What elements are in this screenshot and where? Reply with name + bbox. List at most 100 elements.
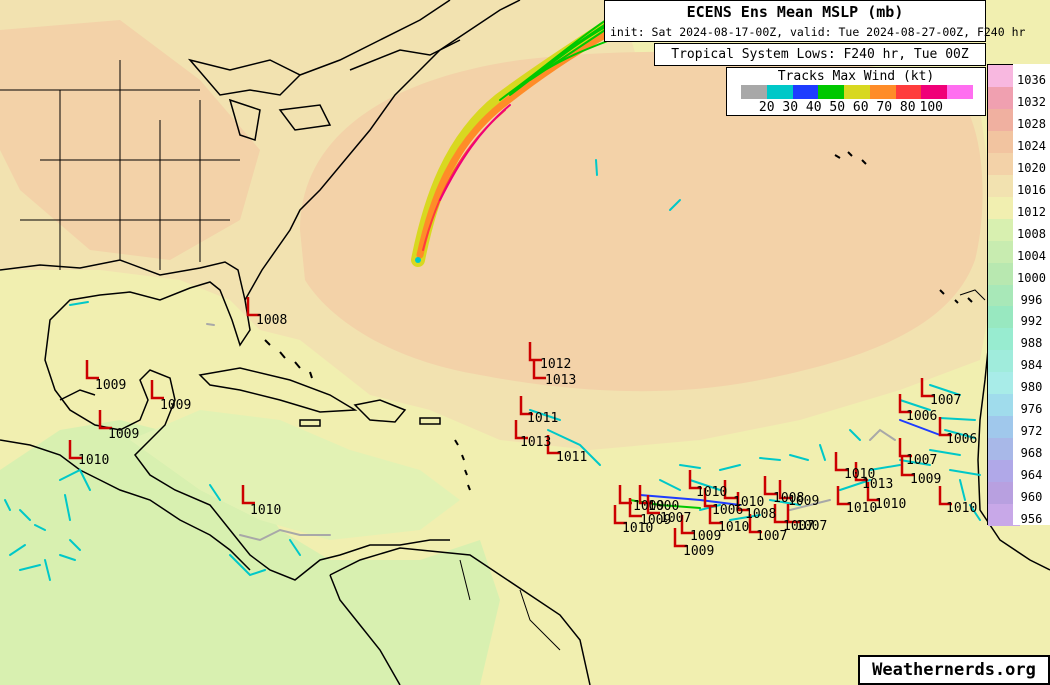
low-center-marker: [688, 470, 702, 490]
low-pressure-label: 1006: [946, 432, 977, 447]
land-1020-region: [0, 20, 260, 260]
pressure-swatch: [988, 218, 1020, 242]
pressure-scale-label: 1024: [1017, 138, 1046, 153]
low-pressure-label: 1010: [844, 467, 875, 482]
pressure-scale-label: 984: [1020, 358, 1043, 373]
low-center-marker: [723, 480, 737, 500]
low-center-marker: [98, 410, 112, 430]
low-center-marker: [938, 417, 952, 437]
wind-swatch: [895, 85, 922, 99]
low-pressure-label: 1007: [796, 519, 827, 534]
low-center-marker: [246, 297, 260, 317]
low-center-marker: [514, 420, 528, 440]
pressure-swatch: [988, 416, 1020, 439]
wind-tick-label: 20: [758, 100, 775, 115]
low-pressure-label: 1009: [160, 398, 191, 413]
wind-tick-label: 80: [899, 100, 916, 115]
low-center-marker: [532, 360, 546, 380]
low-pressure-label: 1008: [256, 313, 287, 328]
low-pressure-label: 1009: [910, 472, 941, 487]
low-center-marker: [708, 505, 722, 525]
low-center-marker: [854, 462, 868, 482]
pressure-swatch: [988, 460, 1020, 483]
wind-tick-label: 50: [829, 100, 846, 115]
low-pressure-label: 1010: [696, 485, 727, 500]
low-center-marker: [673, 528, 687, 548]
low-pressure-label: 1009: [690, 529, 721, 544]
low-center-marker: [778, 480, 792, 500]
low-center-marker: [763, 476, 777, 496]
pressure-scale-label: 988: [1020, 336, 1043, 351]
low-pressure-label: 1009: [640, 513, 671, 528]
low-pressure-label: 1008: [773, 491, 804, 506]
low-center-marker: [836, 486, 850, 506]
wind-swatch: [792, 85, 819, 99]
pressure-scale-label: 1000: [1017, 270, 1046, 285]
low-pressure-label: 1013: [545, 373, 576, 388]
pressure-swatch: [988, 86, 1020, 110]
pressure-scale-label: 992: [1020, 314, 1043, 329]
wind-tick-label: 30: [782, 100, 799, 115]
wind-swatch: [844, 85, 870, 99]
low-pressure-label: 1009: [108, 427, 139, 442]
pressure-scale-label: 972: [1020, 424, 1043, 439]
low-pressure-label: 1010: [250, 503, 281, 518]
wind-tick-labels: 20 30 40 50 60 70 80 100: [755, 100, 943, 115]
low-pressure-label: 1010: [733, 495, 764, 510]
low-pressure-label: 1010: [78, 453, 109, 468]
pressure-scale-label: 1004: [1017, 248, 1046, 263]
pressure-swatch: [988, 174, 1020, 198]
pressure-swatch: [988, 284, 1020, 307]
watermark: Weathernerds.org: [858, 655, 1050, 685]
low-center-marker: [613, 505, 627, 525]
pressure-swatch: [988, 108, 1020, 132]
low-center-marker: [900, 457, 914, 477]
wind-tick-label: 60: [852, 100, 869, 115]
pressure-swatch: [988, 130, 1020, 154]
wind-swatch: [818, 85, 845, 99]
low-center-marker: [150, 380, 164, 400]
low-center-marker: [546, 435, 560, 455]
wind-swatch: [869, 85, 896, 99]
pressure-swatch: [988, 306, 1020, 329]
wind-tick-label: 40: [805, 100, 822, 115]
low-center-marker: [773, 504, 787, 524]
low-pressure-label: 1006: [906, 409, 937, 424]
pressure-swatch: [988, 152, 1020, 176]
low-center-marker: [834, 452, 848, 472]
low-pressure-label: 1006: [712, 503, 743, 518]
low-center-marker: [786, 504, 800, 524]
pressure-scale-label: 968: [1020, 446, 1043, 461]
low-center-marker: [680, 515, 694, 535]
pressure-scale-labels: 1036 1032 1028 1024 1020 1016 1012 1008 1004 1000…: [1013, 64, 1050, 526]
low-pressure-label: 1009: [683, 544, 714, 559]
title-box: ECENS Ens Mean MSLP (mb) init: Sat 2024-…: [604, 0, 1025, 42]
wind-swatch: [766, 85, 793, 99]
pressure-scale-label: 1008: [1017, 226, 1046, 241]
low-center-marker: [866, 482, 880, 502]
map-subtitle: init: Sat 2024-08-17-00Z, valid: Tue 202…: [610, 25, 1026, 39]
pressure-scale-label: 996: [1020, 292, 1043, 307]
low-pressure-label: 1009: [788, 494, 819, 509]
low-pressure-labels: 1008101210131011101310111009100910091010…: [78, 313, 977, 559]
pressure-swatch: [988, 372, 1020, 395]
pressure-swatch: [988, 394, 1020, 417]
wind-swatch: [921, 85, 948, 99]
pressure-scale-label: 1012: [1017, 204, 1046, 219]
pressure-swatch: [988, 262, 1020, 285]
pressure-scale-label: 980: [1020, 380, 1043, 395]
low-pressure-label: 1009: [95, 378, 126, 393]
low-pressure-label: 1010: [946, 501, 977, 516]
low-pressure-label: 1010: [846, 501, 877, 516]
wind-legend-title: Tracks Max Wind (kt): [777, 69, 935, 84]
pressure-scale-label: 1036: [1017, 72, 1046, 87]
wind-color-bar: [741, 85, 974, 99]
pressure-scale-label: 1016: [1017, 182, 1046, 197]
pressure-swatch: [988, 196, 1020, 220]
low-center-marker: [898, 394, 912, 414]
low-pressure-label: 1008: [745, 507, 776, 522]
low-center-marker: [898, 438, 912, 458]
low-pressure-label: 1013: [862, 477, 893, 492]
low-pressure-1008-pacific: [0, 420, 500, 685]
